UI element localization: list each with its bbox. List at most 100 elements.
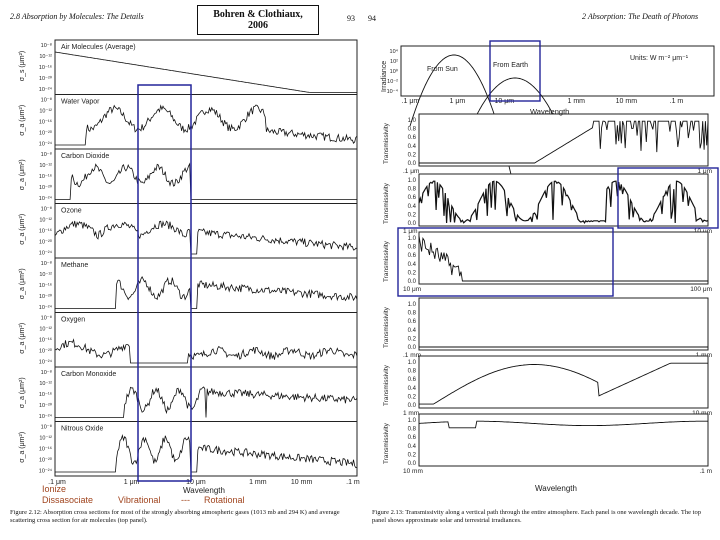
bottom-x-label: Wavelength <box>535 484 577 493</box>
absorption-panel-frame <box>54 312 358 368</box>
absorption-y-tick: 10⁻⁸ <box>41 315 52 322</box>
transmissivity-panel-frame <box>418 297 709 351</box>
transmissivity-y-tick: 0.2 <box>408 394 417 400</box>
absorption-y-tick: 10⁻²⁴ <box>39 359 53 366</box>
absorption-panel-label: Ozone <box>61 208 82 215</box>
irradiance-y-tick: 10⁴ <box>390 48 399 55</box>
absorption-panel-label: Air Molecules (Average) <box>61 44 136 51</box>
transmissivity-y-tick: 0.4 <box>408 386 417 392</box>
transmissivity-y-tick: 0.4 <box>408 144 417 150</box>
transmissivity-curve <box>419 362 708 405</box>
absorption-y-tick: 10⁻¹⁶ <box>39 446 52 453</box>
transmissivity-y-tick: 0.0 <box>408 403 417 409</box>
irradiance-x-tick: 1 μm <box>449 98 465 105</box>
transmissivity-y-tick: 0.8 <box>408 311 417 317</box>
transmissivity-y-tick: 0.6 <box>408 319 417 325</box>
transmissivity-y-tick: 0.0 <box>408 461 417 467</box>
irradiance-x-tick: 10 mm <box>616 98 638 105</box>
transmissivity-y-tick: 0.0 <box>408 279 417 285</box>
transmissivity-y-tick: 0.6 <box>408 135 417 141</box>
transmissivity-y-tick: 0.4 <box>408 444 417 450</box>
absorption-y-tick: 10⁻²⁰ <box>39 239 53 246</box>
absorption-panel-ylabel: σ_a (μm²) <box>19 214 26 245</box>
transmissivity-y-tick: 0.8 <box>408 369 417 375</box>
absorption-y-tick: 10⁻²⁴ <box>39 413 53 420</box>
transmissivity-ylabel: Transmissivity <box>383 240 390 282</box>
transmissivity-y-tick: 0.4 <box>408 204 417 210</box>
absorption-y-tick: 10⁻²⁴ <box>39 195 53 202</box>
absorption-panel-ylabel: σ_s (μm²) <box>19 51 26 82</box>
absorption-panel-label: Water Vapor <box>61 99 100 106</box>
absorption-y-tick: 10⁻²⁴ <box>39 86 53 93</box>
panel-left-wavelength: .1 μm <box>403 168 419 175</box>
absorption-spectrum-curve <box>54 338 358 364</box>
left-page-number: 93 <box>347 14 355 23</box>
absorption-y-tick: 10⁻⁸ <box>41 369 52 376</box>
absorption-spectrum-curve <box>54 220 358 255</box>
transmissivity-y-tick: 0.6 <box>408 195 417 201</box>
panel-left-wavelength: .1 mm <box>403 352 421 359</box>
terrestrial-irradiance-curve <box>469 77 561 130</box>
absorption-spectrum-curve <box>54 51 357 93</box>
transmissivity-ylabel: Transmissivity <box>383 122 390 164</box>
transmissivity-y-tick: 1.0 <box>408 302 417 308</box>
absorption-y-tick: 10⁻²⁰ <box>39 130 53 137</box>
panel-right-wavelength: 100 μm <box>690 286 712 293</box>
transmissivity-ylabel: Transmissivity <box>383 306 390 348</box>
absorption-spectrum-curve <box>55 386 358 418</box>
absorption-panel-frame <box>54 39 358 95</box>
transmissivity-y-tick: 0.6 <box>408 377 417 383</box>
absorption-spectrum-curve <box>55 276 358 309</box>
absorption-y-tick: 10⁻¹⁶ <box>39 282 52 289</box>
transmissivity-panel-frame <box>418 413 709 467</box>
band-ionize: Ionize <box>42 484 67 494</box>
panel-left-wavelength: 1 μm <box>403 228 418 235</box>
absorption-y-tick: 10⁻²⁰ <box>39 348 53 355</box>
transmissivity-panel-frame <box>418 231 709 285</box>
absorption-y-tick: 10⁻²⁴ <box>39 468 53 475</box>
transmissivity-ylabel: Transmissivity <box>383 422 390 464</box>
absorption-x-tick: 1 mm <box>249 479 267 486</box>
absorption-panel-frame <box>54 421 358 477</box>
irradiance-y-tick: 10² <box>390 59 398 65</box>
absorption-panel-label: Nitrous Oxide <box>61 426 104 433</box>
absorption-x-tick: .1 μm <box>48 479 66 486</box>
transmissivity-y-tick: 0.2 <box>408 212 417 218</box>
band-dissociate: Dissasociate <box>42 495 94 505</box>
right-figure-caption: Figure 2.13: Transmissivity along a vert… <box>372 509 701 524</box>
absorption-y-tick: 10⁻⁸ <box>41 97 52 104</box>
absorption-y-tick: 10⁻¹² <box>39 272 52 278</box>
transmissivity-curve <box>418 235 708 282</box>
absorption-y-tick: 10⁻¹² <box>39 163 52 169</box>
transmissivity-y-tick: 0.6 <box>408 435 417 441</box>
citation-text: Bohren & Clothiaux, 2006 <box>213 9 303 31</box>
terrestrial-window-highlight <box>489 40 541 102</box>
absorption-x-tick: 1 μm <box>124 479 140 486</box>
absorption-y-tick: 10⁻⁸ <box>41 42 52 49</box>
absorption-y-tick: 10⁻¹⁶ <box>39 64 52 71</box>
panel-left-wavelength: 10 μm <box>403 286 421 293</box>
transmissivity-y-tick: 0.2 <box>408 452 417 458</box>
transmissivity-ylabel: Transmissivity <box>383 364 390 406</box>
transmissivity-y-tick: 0.8 <box>408 127 417 133</box>
transmissivity-y-tick: 0.4 <box>408 328 417 334</box>
absorption-x-tick: 10 mm <box>291 479 313 486</box>
absorption-y-tick: 10⁻²⁴ <box>39 304 53 311</box>
absorption-panel-frame <box>54 148 358 204</box>
absorption-y-tick: 10⁻¹² <box>39 54 52 60</box>
absorption-x-tick: 10 μm <box>186 479 206 486</box>
irradiance-y-tick: 10⁻⁴ <box>387 88 399 95</box>
irradiance-panel-frame <box>400 45 715 97</box>
panel-left-wavelength: 1 mm <box>403 410 419 417</box>
transmissivity-y-tick: 0.8 <box>408 187 417 193</box>
absorption-y-tick: 10⁻¹² <box>39 381 52 387</box>
band-dash: --- <box>181 495 190 505</box>
transmissivity-y-tick: 1.0 <box>408 418 417 424</box>
absorption-y-tick: 10⁻²⁰ <box>39 75 53 82</box>
far-ir-highlight <box>397 227 614 297</box>
absorption-y-tick: 10⁻⁸ <box>41 206 52 213</box>
absorption-y-tick: 10⁻⁸ <box>41 260 52 267</box>
absorption-y-tick: 10⁻²⁴ <box>39 250 53 257</box>
